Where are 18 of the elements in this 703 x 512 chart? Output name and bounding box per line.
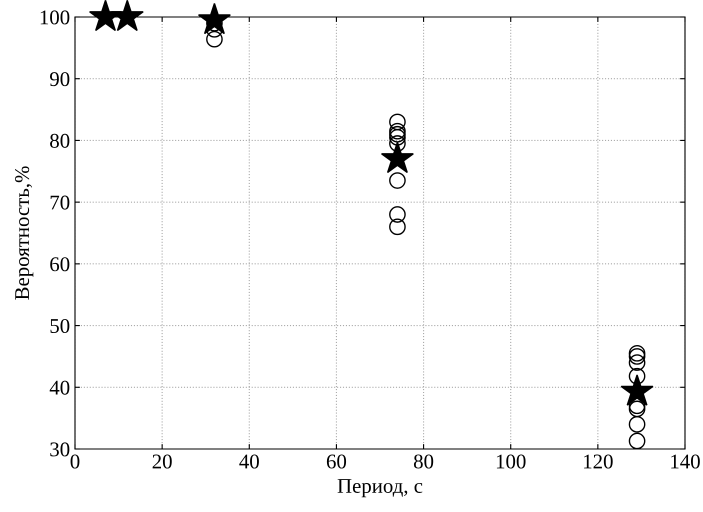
y-axis-title: Вероятность,% <box>15 166 34 300</box>
x-tick-label: 80 <box>414 454 434 469</box>
y-tick-label: 50 <box>50 318 70 334</box>
x-tick-label: 60 <box>326 454 346 469</box>
y-tick-label: 40 <box>50 380 70 395</box>
x-axis-title: Период, с <box>338 479 422 498</box>
y-tick-label: 60 <box>50 257 70 272</box>
x-tick-label: 100 <box>496 454 526 469</box>
x-tick-label: 0 <box>70 454 80 469</box>
y-tick-label: 30 <box>50 442 70 456</box>
x-tick-label: 20 <box>152 454 172 469</box>
y-tick-label: 80 <box>50 134 70 148</box>
y-tick-label: 70 <box>50 196 70 210</box>
x-tick-label: 120 <box>584 454 613 469</box>
x-tick-label: 40 <box>239 454 259 469</box>
x-tick-label: 140 <box>671 454 700 469</box>
y-tick-label: 100 <box>40 10 70 24</box>
y-tick-label: 90 <box>50 72 70 86</box>
